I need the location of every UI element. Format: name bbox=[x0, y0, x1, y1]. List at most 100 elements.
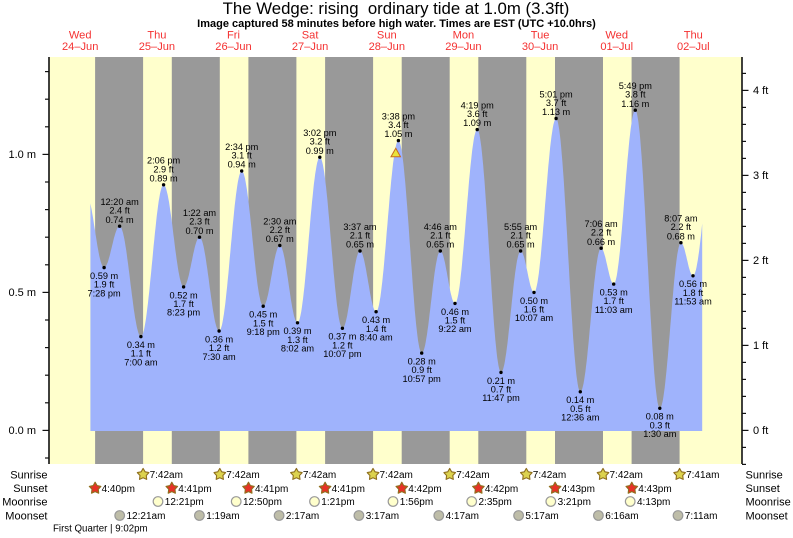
svg-text:5:17am: 5:17am bbox=[525, 511, 558, 522]
svg-text:3:38 pm: 3:38 pm bbox=[382, 112, 416, 122]
svg-text:1.2 ft: 1.2 ft bbox=[332, 340, 353, 350]
svg-text:4:41pm: 4:41pm bbox=[255, 484, 288, 495]
svg-text:1.09 m: 1.09 m bbox=[463, 118, 491, 128]
svg-text:0.52 m: 0.52 m bbox=[170, 290, 198, 300]
svg-text:1.16 m: 1.16 m bbox=[621, 99, 649, 109]
svg-text:3.8 ft: 3.8 ft bbox=[625, 90, 646, 100]
svg-text:0.21 m: 0.21 m bbox=[487, 376, 515, 386]
svg-text:4 ft: 4 ft bbox=[753, 85, 768, 97]
svg-text:10:57 pm: 10:57 pm bbox=[403, 374, 442, 384]
svg-text:7:42am: 7:42am bbox=[303, 470, 336, 481]
svg-text:7:41am: 7:41am bbox=[686, 470, 719, 481]
svg-text:12:20 am: 12:20 am bbox=[100, 197, 139, 207]
svg-text:Mon: Mon bbox=[453, 30, 475, 42]
svg-text:Wed: Wed bbox=[69, 30, 92, 42]
svg-text:12:21pm: 12:21pm bbox=[165, 497, 204, 508]
svg-text:0.59 m: 0.59 m bbox=[90, 271, 118, 281]
svg-text:2.9 ft: 2.9 ft bbox=[153, 164, 174, 174]
svg-text:11:53 am: 11:53 am bbox=[674, 297, 712, 307]
svg-text:4:41pm: 4:41pm bbox=[332, 484, 365, 495]
svg-text:0.89 m: 0.89 m bbox=[150, 173, 178, 183]
svg-text:0.74 m: 0.74 m bbox=[106, 215, 134, 225]
svg-text:1.1 ft: 1.1 ft bbox=[131, 349, 152, 359]
svg-text:7:00 am: 7:00 am bbox=[124, 357, 158, 367]
svg-text:29–Jun: 29–Jun bbox=[445, 41, 481, 53]
svg-text:2.1 ft: 2.1 ft bbox=[430, 231, 451, 241]
svg-text:1.13 m: 1.13 m bbox=[542, 107, 570, 117]
svg-text:4:13pm: 4:13pm bbox=[637, 497, 670, 508]
svg-text:10:07 am: 10:07 am bbox=[515, 313, 554, 323]
svg-text:0.36 m: 0.36 m bbox=[205, 334, 233, 344]
svg-text:4:17am: 4:17am bbox=[446, 511, 479, 522]
svg-text:4:46 am: 4:46 am bbox=[424, 222, 458, 232]
svg-text:4:43pm: 4:43pm bbox=[638, 484, 671, 495]
svg-text:Sunrise: Sunrise bbox=[746, 469, 783, 481]
svg-text:7:11am: 7:11am bbox=[685, 511, 718, 522]
svg-text:3:02 pm: 3:02 pm bbox=[303, 128, 337, 138]
svg-text:3 ft: 3 ft bbox=[753, 170, 768, 182]
svg-text:8:23 pm: 8:23 pm bbox=[167, 308, 201, 318]
svg-text:Sunset: Sunset bbox=[746, 483, 780, 495]
svg-text:Thu: Thu bbox=[147, 30, 166, 42]
svg-text:2:17am: 2:17am bbox=[286, 511, 319, 522]
svg-text:4:42pm: 4:42pm bbox=[408, 484, 441, 495]
svg-text:Fri: Fri bbox=[227, 30, 240, 42]
svg-text:0.56 m: 0.56 m bbox=[679, 279, 707, 289]
svg-text:2.3 ft: 2.3 ft bbox=[189, 217, 210, 227]
svg-text:Sun: Sun bbox=[377, 30, 397, 42]
svg-text:1.5 ft: 1.5 ft bbox=[445, 316, 466, 326]
svg-text:4:41pm: 4:41pm bbox=[178, 484, 211, 495]
svg-text:2.4 ft: 2.4 ft bbox=[109, 206, 130, 216]
svg-text:7:42am: 7:42am bbox=[380, 470, 413, 481]
svg-text:2:34 pm: 2:34 pm bbox=[225, 142, 259, 152]
svg-text:1.0 m: 1.0 m bbox=[8, 149, 36, 161]
svg-text:0.66 m: 0.66 m bbox=[587, 237, 615, 247]
svg-text:1.7 ft: 1.7 ft bbox=[173, 299, 194, 309]
svg-text:0.46 m: 0.46 m bbox=[441, 307, 469, 317]
svg-text:0.53 m: 0.53 m bbox=[600, 288, 628, 298]
svg-text:1:30 am: 1:30 am bbox=[643, 429, 677, 439]
svg-text:24–Jun: 24–Jun bbox=[62, 41, 98, 53]
svg-text:0.5 m: 0.5 m bbox=[8, 287, 36, 299]
svg-text:4:43pm: 4:43pm bbox=[562, 484, 595, 495]
svg-text:1.3 ft: 1.3 ft bbox=[287, 335, 308, 345]
svg-text:4:42pm: 4:42pm bbox=[485, 484, 518, 495]
svg-text:3.1 ft: 3.1 ft bbox=[231, 151, 252, 161]
svg-text:2:35pm: 2:35pm bbox=[479, 497, 512, 508]
svg-text:11:03 am: 11:03 am bbox=[595, 305, 633, 315]
svg-text:25–Jun: 25–Jun bbox=[139, 41, 175, 53]
svg-text:01–Jul: 01–Jul bbox=[600, 41, 633, 53]
svg-text:0.5 ft: 0.5 ft bbox=[570, 404, 591, 414]
svg-text:8:02 am: 8:02 am bbox=[281, 344, 315, 354]
svg-text:Sat: Sat bbox=[302, 30, 319, 42]
svg-text:7:06 am: 7:06 am bbox=[584, 219, 618, 229]
svg-text:2.1 ft: 2.1 ft bbox=[350, 231, 371, 241]
svg-text:Sunrise: Sunrise bbox=[10, 469, 47, 481]
svg-text:26–Jun: 26–Jun bbox=[215, 41, 251, 53]
svg-text:4:19 pm: 4:19 pm bbox=[461, 101, 495, 111]
svg-text:0.45 m: 0.45 m bbox=[249, 310, 277, 320]
svg-text:0.7 ft: 0.7 ft bbox=[491, 385, 512, 395]
svg-text:Wed: Wed bbox=[605, 30, 628, 42]
svg-text:Moonrise: Moonrise bbox=[746, 496, 791, 508]
svg-text:The Wedge: rising ordinary ti: The Wedge: rising ordinary tide at 1.0m … bbox=[223, 0, 570, 18]
svg-text:0.28 m: 0.28 m bbox=[408, 357, 436, 367]
svg-text:12:21am: 12:21am bbox=[127, 511, 166, 522]
svg-text:2:30 am: 2:30 am bbox=[263, 216, 297, 226]
svg-text:5:49 pm: 5:49 pm bbox=[619, 81, 653, 91]
svg-text:6:16am: 6:16am bbox=[605, 511, 638, 522]
svg-text:1:21pm: 1:21pm bbox=[321, 497, 354, 508]
svg-text:0 ft: 0 ft bbox=[753, 425, 768, 437]
svg-text:2.2 ft: 2.2 ft bbox=[671, 222, 692, 232]
svg-text:11:47 pm: 11:47 pm bbox=[482, 393, 520, 403]
svg-text:1 ft: 1 ft bbox=[753, 340, 768, 352]
svg-text:1.5 ft: 1.5 ft bbox=[253, 318, 274, 328]
svg-text:0.37 m: 0.37 m bbox=[328, 332, 356, 342]
svg-text:2.1 ft: 2.1 ft bbox=[510, 231, 531, 241]
svg-text:0.50 m: 0.50 m bbox=[520, 296, 548, 306]
svg-text:12:36 am: 12:36 am bbox=[561, 413, 600, 423]
svg-text:5:01 pm: 5:01 pm bbox=[539, 89, 573, 99]
svg-text:1:19am: 1:19am bbox=[206, 511, 239, 522]
svg-text:Moonset: Moonset bbox=[746, 510, 788, 522]
svg-text:28–Jun: 28–Jun bbox=[369, 41, 405, 53]
